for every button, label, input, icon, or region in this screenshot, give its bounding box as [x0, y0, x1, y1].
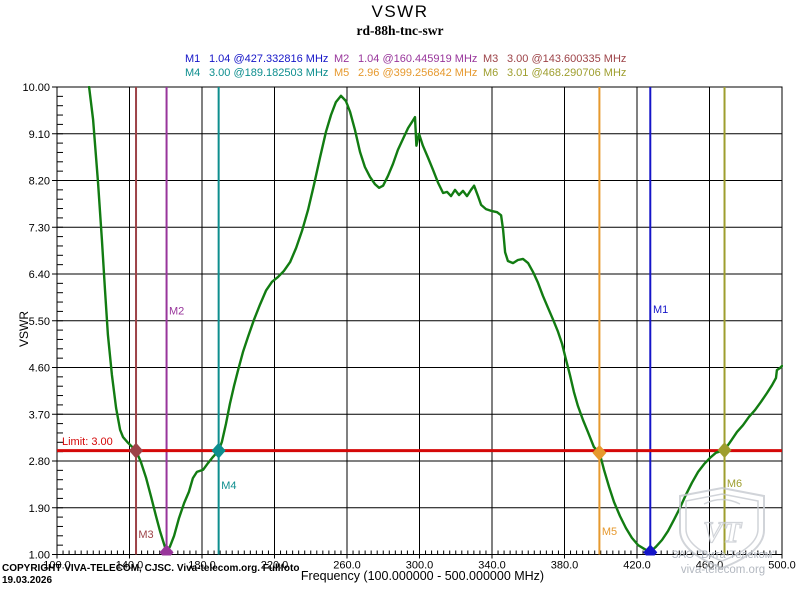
marker-label-m5: M5	[602, 526, 617, 538]
legend-row: M4 3.00 @189.182503 MHz M5 2.96 @399.256842…	[185, 65, 632, 79]
minor-ticks	[57, 95, 783, 555]
legend-item-m2: M2 1.04 @160.445919 MHz	[334, 53, 478, 65]
y-tick-label: 3.70	[29, 409, 50, 421]
legend-item-m6: M6 3.01 @468.290706 MHz	[483, 67, 627, 79]
watermark-monogram: VT	[703, 516, 743, 549]
legend-item-m5: M5 2.96 @399.256842 MHz	[334, 67, 478, 79]
watermark-company: ЗАО "Вита-Телеком"	[671, 549, 777, 561]
marker-label-m1: M1	[653, 304, 668, 316]
x-tick-label: 460.0	[696, 560, 724, 572]
x-tick-label: 260.0	[333, 560, 361, 572]
marker-label-m2: M2	[169, 306, 184, 318]
x-tick-label: 500.0	[768, 560, 796, 572]
x-axis-title: Frequency (100.000000 - 500.000000 MHz)	[300, 569, 545, 583]
marker-point-m4	[211, 442, 226, 459]
legend-item-m4: M4 3.00 @189.182503 MHz	[185, 67, 329, 79]
chart-subtitle: rd-88h-tnc-swr	[356, 23, 444, 38]
marker-point-m5	[592, 444, 607, 461]
x-tick-label: 180.0	[188, 560, 216, 572]
y-tick-label: 10.00	[22, 82, 50, 94]
x-tick-label: 140.0	[116, 560, 144, 572]
marker-label-m6: M6	[727, 478, 742, 490]
vswr-curve	[87, 86, 783, 554]
plot-border	[56, 86, 783, 555]
watermark-shield-icon: VT	[679, 486, 765, 570]
y-tick-label: 1.00	[29, 550, 50, 562]
y-tick-label: 8.20	[29, 176, 50, 188]
y-tick-label: 5.50	[29, 316, 50, 328]
y-tick-label: 7.30	[29, 222, 50, 234]
marker-point-m2	[159, 544, 174, 556]
watermark-site: viva-telecom.org	[680, 564, 766, 576]
legend-item-m3: M3 3.00 @143.600335 MHz	[483, 53, 627, 65]
x-tick-label: 220.0	[261, 560, 289, 572]
page-title: VSWR	[371, 2, 429, 21]
marker-point-m1	[643, 544, 658, 556]
y-tick-label: 9.10	[29, 129, 50, 141]
major-ticks	[52, 86, 783, 559]
legend-row: M1 1.04 @427.332816 MHz M2 1.04 @160.445919…	[185, 51, 632, 65]
marker-point-m6	[717, 442, 732, 459]
y-tick-label: 6.40	[29, 269, 50, 281]
marker-label-m4: M4	[221, 480, 236, 492]
copyright-date: 19.03.2026	[2, 575, 53, 586]
y-tick-label: 2.80	[29, 456, 50, 468]
limit-label: Limit: 3.00	[62, 436, 113, 448]
marker-legend: M1 1.04 @427.332816 MHz M2 1.04 @160.445919…	[185, 51, 632, 79]
y-tick-label: 1.90	[29, 503, 50, 515]
legend-item-m1: M1 1.04 @427.332816 MHz	[185, 53, 329, 65]
x-tick-label: 340.0	[478, 560, 506, 572]
copyright-text: COPYRIGHT VIVA-TELECOM, CJSC. Viva-telec…	[2, 563, 300, 574]
marker-label-m3: M3	[138, 529, 153, 541]
y-axis-title: VSWR	[17, 311, 31, 347]
y-tick-label: 4.60	[29, 363, 50, 375]
x-tick-label: 300.0	[406, 560, 434, 572]
x-tick-label: 100.0	[43, 560, 71, 572]
x-tick-label: 420.0	[623, 560, 651, 572]
marker-point-m3	[129, 442, 144, 459]
x-tick-label: 380.0	[551, 560, 579, 572]
